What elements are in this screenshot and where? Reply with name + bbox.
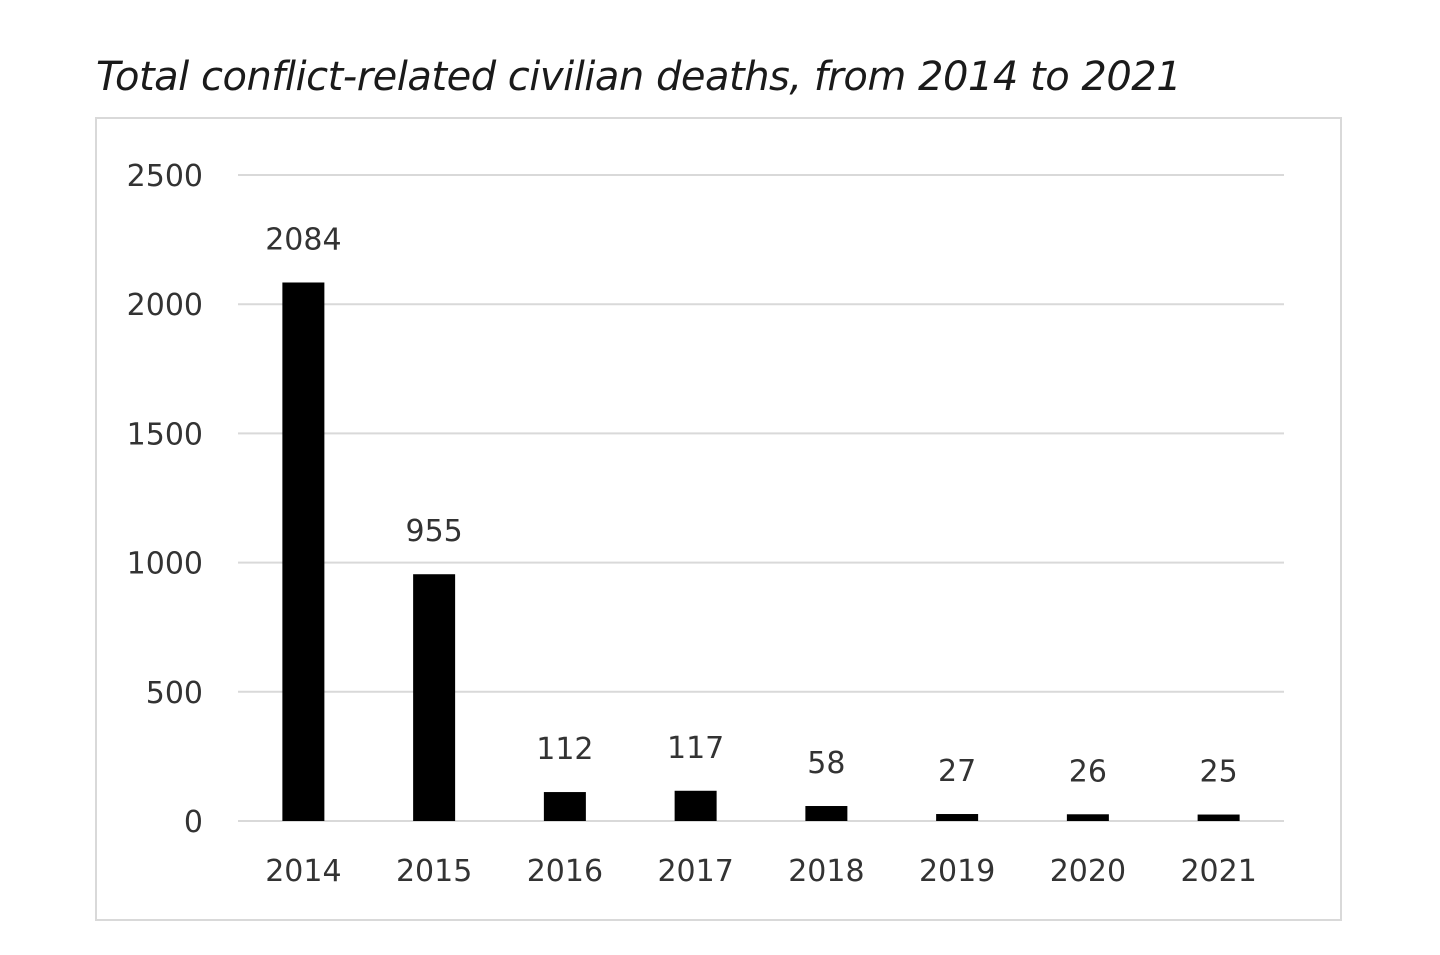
data-label: 112 — [536, 732, 593, 767]
x-tick-label: 2015 — [396, 854, 472, 889]
y-tick-label: 1000 — [127, 547, 203, 582]
chart-title: Total conflict-related civilian deaths, … — [96, 54, 1182, 100]
data-label: 25 — [1200, 755, 1238, 790]
y-tick-label: 0 — [184, 805, 203, 840]
y-tick-label: 1500 — [127, 417, 203, 452]
bar — [543, 792, 586, 821]
data-label: 27 — [938, 754, 976, 789]
bar — [282, 282, 325, 821]
x-tick-label: 2018 — [788, 854, 864, 889]
data-label: 117 — [667, 731, 724, 766]
data-label: 26 — [1069, 754, 1107, 789]
bar — [674, 790, 717, 821]
bar — [805, 806, 848, 821]
y-tick-label: 2000 — [127, 288, 203, 323]
y-tick-label: 2500 — [127, 159, 203, 194]
x-tick-label: 2016 — [527, 854, 603, 889]
bar — [413, 574, 456, 821]
data-label: 955 — [405, 514, 462, 549]
bar — [1197, 814, 1240, 821]
x-tick-label: 2017 — [657, 854, 733, 889]
y-tick-label: 500 — [146, 676, 203, 711]
bar — [1066, 814, 1109, 821]
bar — [936, 814, 979, 821]
x-tick-label: 2014 — [265, 854, 341, 889]
x-tick-label: 2020 — [1050, 854, 1126, 889]
data-label: 2084 — [265, 222, 341, 257]
x-tick-label: 2021 — [1180, 854, 1256, 889]
x-tick-label: 2019 — [919, 854, 995, 889]
data-label: 58 — [807, 746, 845, 781]
